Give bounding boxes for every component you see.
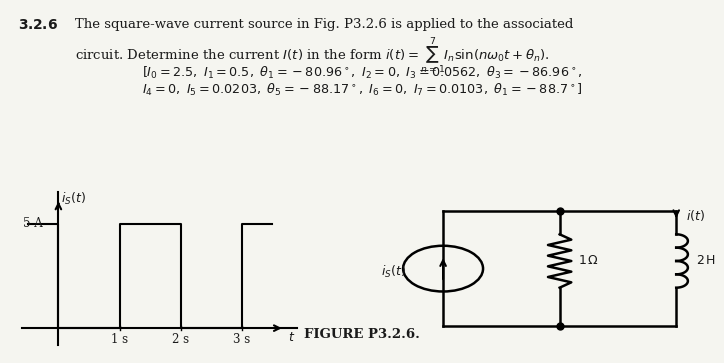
Text: 3 s: 3 s [233,333,251,346]
Text: $i(t)$: $i(t)$ [686,208,705,223]
Text: The square-wave current source in Fig. P3.2.6 is applied to the associated: The square-wave current source in Fig. P… [75,18,573,31]
Text: $i_S(t)$: $i_S(t)$ [62,191,86,207]
Text: $\mathbf{3.2.6}$: $\mathbf{3.2.6}$ [18,18,58,32]
Text: 2 s: 2 s [172,333,189,346]
Text: $[I_0 = 2.5,\ I_1 = 0.5,\ \theta_1 = -80.96^\circ,\ I_2 = 0,\ I_3 = 0.0562,\ \th: $[I_0 = 2.5,\ I_1 = 0.5,\ \theta_1 = -80… [142,65,582,81]
Text: FIGURE P3.2.6.: FIGURE P3.2.6. [304,328,420,341]
Text: circuit. Determine the current $I(t)$ in the form $i(t) = \sum_{n=1}^{7} I_n \si: circuit. Determine the current $I(t)$ in… [75,35,550,75]
Text: 5 A: 5 A [23,217,43,230]
Text: $i_S(t)$: $i_S(t)$ [381,264,405,281]
Text: $I_4 = 0,\ I_5 = 0.0203,\ \theta_5 = -88.17^\circ,\ I_6 = 0,\ I_7 = 0.0103,\ \th: $I_4 = 0,\ I_5 = 0.0203,\ \theta_5 = -88… [142,82,582,98]
Text: $1\,\Omega$: $1\,\Omega$ [578,254,599,268]
Text: 1 s: 1 s [111,333,128,346]
Text: $t$: $t$ [287,331,295,344]
Text: $2\,\text{H}$: $2\,\text{H}$ [696,254,716,268]
